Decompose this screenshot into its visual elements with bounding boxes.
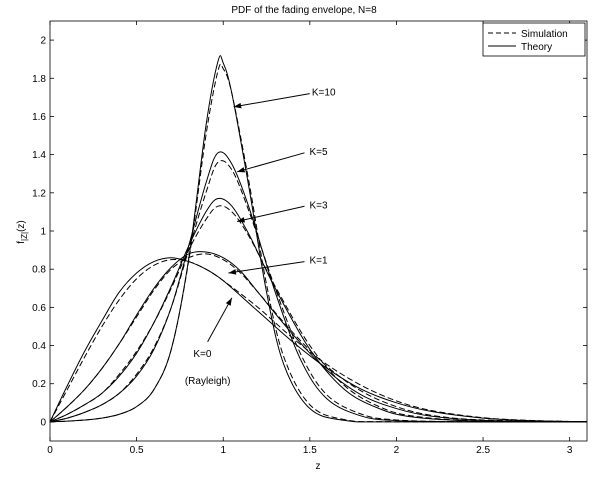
annotation-arrow-head	[228, 269, 237, 275]
annotation-arrow-line	[233, 93, 310, 108]
y-axis-label-tail: (z)	[16, 220, 27, 232]
simulation-curve-k5	[49, 160, 588, 423]
annotation-arrow-head	[225, 297, 232, 306]
x-tick-label: 1.5	[303, 445, 317, 456]
annotation-layer: K=10 K=5 K=3 K=1 K=0 (Rayleigh)	[185, 88, 336, 387]
chart-title: PDF of the fading envelope, N=8	[231, 5, 377, 16]
y-tick-label: 0.2	[32, 379, 46, 390]
y-tick-label: 1.4	[32, 150, 46, 161]
y-axis-label-sub: |Z|	[20, 232, 29, 241]
annotation-arrow-head	[237, 217, 246, 223]
series-layer	[49, 55, 588, 423]
theory-curve-k1	[49, 251, 588, 423]
annotation-arrow-line	[207, 297, 233, 342]
annotation-label: (Rayleigh)	[185, 376, 231, 387]
x-tick-label: 3	[567, 445, 573, 456]
y-axis-label-main: f	[16, 241, 27, 244]
annotation-arrow-line	[236, 152, 305, 173]
y-tick-label: 1.8	[32, 74, 46, 85]
annotation-arrow-line	[228, 261, 305, 274]
x-tick-label: 0.5	[130, 445, 144, 456]
annotation-label: K=0	[193, 349, 212, 360]
annotation-label: K=5	[309, 147, 328, 158]
y-axis-label: f|Z|(z)	[16, 220, 29, 244]
y-tick-label: 1	[40, 227, 46, 238]
simulation-curve-k1	[49, 253, 588, 423]
x-tick-label: 1	[220, 445, 226, 456]
legend: Simulation Theory	[482, 22, 586, 57]
y-tick-label: 0.6	[32, 303, 46, 314]
legend-simulation-label: Simulation	[521, 29, 568, 40]
y-axis: 0 0.2 0.4 0.6 0.8 1 1.2 1.4 1.6 1.8 2	[32, 36, 587, 428]
y-tick-label: 0.8	[32, 265, 46, 276]
x-tick-label: 2.5	[476, 445, 490, 456]
x-tick-label: 2	[394, 445, 400, 456]
simulation-curve-k10	[49, 63, 588, 423]
y-tick-label: 1.6	[32, 112, 46, 123]
annotation-arrow-head	[237, 167, 246, 173]
x-tick-label: 0	[47, 445, 53, 456]
theory-curve-k5	[49, 151, 588, 423]
simulation-curve-k3	[49, 205, 588, 423]
y-tick-label: 1.2	[32, 188, 46, 199]
simulation-curve-k0	[49, 258, 588, 423]
annotation-arrow-head	[233, 102, 242, 109]
annotation-label: K=10	[312, 88, 336, 99]
annotation-label: K=3	[309, 200, 328, 211]
annotation-arrow-line	[236, 205, 305, 222]
y-tick-label: 2	[40, 36, 46, 47]
y-tick-label: 0.4	[32, 341, 46, 352]
x-axis: 0 0.5 1 1.5 2 2.5 3	[47, 21, 573, 456]
legend-theory-label: Theory	[521, 42, 552, 53]
annotation-label: K=1	[309, 256, 328, 267]
legend-box	[482, 22, 586, 57]
y-tick-label: 0	[40, 417, 46, 428]
x-axis-label: z	[316, 461, 321, 472]
svg-text:f|Z|(z): f|Z|(z)	[16, 220, 29, 244]
theory-curve-k10	[49, 55, 588, 423]
